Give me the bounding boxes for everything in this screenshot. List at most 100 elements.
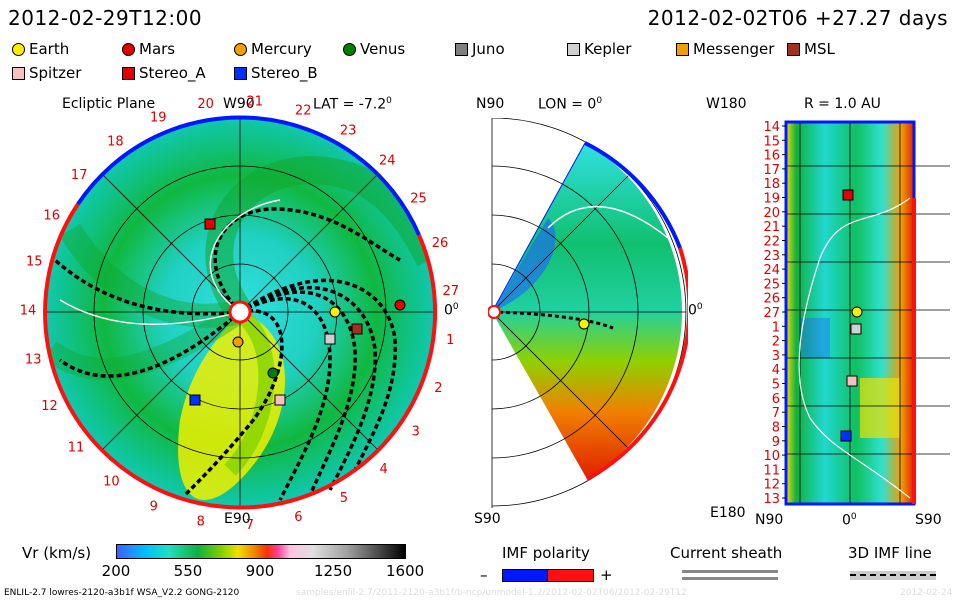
radial-row-label: 17 xyxy=(763,163,780,178)
ecliptic-tick-label: 1 xyxy=(446,333,454,348)
stereo-a-marker xyxy=(204,218,216,230)
ecliptic-right-degree: 0 xyxy=(452,302,459,312)
radial-row-label: 25 xyxy=(763,277,780,292)
radial-row-label: 7 xyxy=(772,406,780,421)
radial-row-label: 26 xyxy=(763,292,780,307)
sun-marker xyxy=(228,300,252,324)
legend-label: MSL xyxy=(804,40,835,58)
radial-blue-patch xyxy=(800,318,830,358)
ecliptic-tick-label: 2 xyxy=(434,381,442,396)
radial-row-label: 16 xyxy=(763,149,780,164)
square-marker-icon xyxy=(676,42,689,56)
ecliptic-tick-label: 9 xyxy=(150,500,158,515)
imf-line-title: 3D IMF line xyxy=(848,544,932,562)
radial-stereo-a xyxy=(842,189,854,201)
ecliptic-tick-label: 10 xyxy=(103,475,120,490)
imf-minus: – xyxy=(480,566,488,584)
reference-time: 2012-02-02T06 +27.27 days xyxy=(648,6,948,30)
legend-item-mercury: Mercury xyxy=(234,40,312,58)
ecliptic-tick-label: 15 xyxy=(26,255,43,270)
circle-marker-icon xyxy=(343,42,356,56)
current-sheath-line-2 xyxy=(682,577,778,580)
venus-marker xyxy=(267,367,279,379)
circle-marker-icon xyxy=(12,42,25,56)
colorbar-tick-label: 1250 xyxy=(314,562,353,580)
ecliptic-tick-label: 13 xyxy=(25,353,42,368)
radial-earth xyxy=(851,306,863,318)
ecliptic-right-text: 0 xyxy=(444,302,453,319)
legend-item-mars: Mars xyxy=(122,40,175,58)
square-marker-icon xyxy=(122,66,135,80)
meridional-lon-label: LON = 00 xyxy=(538,96,602,113)
lat-degree: 0 xyxy=(386,96,392,106)
meridional-blue-patch xyxy=(492,218,556,312)
meridional-rim-red xyxy=(586,247,688,481)
radial-spitzer xyxy=(846,375,858,387)
square-marker-icon xyxy=(567,42,580,56)
meridional-edge-top xyxy=(491,142,586,313)
radial-sheath xyxy=(798,197,911,499)
legend-item-messenger: Messenger xyxy=(676,40,774,58)
legend-item-venus: Venus xyxy=(343,40,405,58)
ecliptic-top-label: W90 xyxy=(223,96,255,112)
radial-row-label: 8 xyxy=(772,421,780,436)
current-sheath-line-1 xyxy=(682,570,778,573)
legend-item-spitzer: Spitzer xyxy=(12,64,81,82)
radial-row-label: 2 xyxy=(772,335,780,350)
legend-item-stereo-a: Stereo_A xyxy=(122,64,206,82)
ecliptic-title: Ecliptic Plane xyxy=(62,96,156,112)
ecliptic-tick-label: 5 xyxy=(340,491,348,506)
legend-label: Mercury xyxy=(251,40,312,58)
ecliptic-rim-red xyxy=(43,202,438,510)
square-marker-icon xyxy=(12,66,25,80)
legend-label: Mars xyxy=(139,40,176,58)
legend-label: Stereo_A xyxy=(139,64,206,82)
radial-bottom-zero-text: 0 xyxy=(842,512,851,529)
spiral-green-1 xyxy=(205,156,435,321)
radial-row-label: 23 xyxy=(763,249,780,264)
radial-row-label: 12 xyxy=(763,478,780,493)
legend-label: Earth xyxy=(29,40,70,58)
legend-item-earth: Earth xyxy=(12,40,69,58)
footer-date: 2012-02-24 xyxy=(900,588,953,598)
meridional-top-label: N90 xyxy=(476,96,505,112)
meridional-bottom-label: S90 xyxy=(474,511,501,527)
mercury-marker xyxy=(232,336,244,348)
legend-label: Kepler xyxy=(584,40,632,58)
ecliptic-tick-label: 22 xyxy=(295,104,312,119)
colorbar-tick-label: 900 xyxy=(245,562,275,580)
radial-row-label: 5 xyxy=(772,378,780,393)
field-lines xyxy=(53,199,401,501)
meridional-field-line xyxy=(491,310,614,330)
radial-bottom-n90: N90 xyxy=(755,512,784,528)
radial-bottom-zero: 00 xyxy=(842,512,857,529)
radial-row-label: 22 xyxy=(763,235,780,250)
ecliptic-tick-label: 20 xyxy=(197,97,214,112)
ecliptic-lat-label: LAT = -7.20 xyxy=(313,96,392,113)
colorbar-tick-label: 1600 xyxy=(386,562,425,580)
radial-row-label: 14 xyxy=(763,120,780,135)
footer-run: samples/enlil-2.7/2011-2120-a3b1f/b-ncp/… xyxy=(296,588,687,598)
colorbar-tick-label: 200 xyxy=(101,562,131,580)
ecliptic-tick-label: 14 xyxy=(20,304,37,319)
radial-row-label: 18 xyxy=(763,177,780,192)
lon-degree: 0 xyxy=(596,96,603,106)
ecliptic-tick-label: 6 xyxy=(294,510,302,525)
legend-item-msl: MSL xyxy=(787,40,835,58)
ecliptic-tick-label: 23 xyxy=(340,124,357,139)
circle-marker-icon xyxy=(234,42,247,56)
offset-days: +27.27 days xyxy=(814,6,948,30)
radial-row-label: 9 xyxy=(772,435,780,450)
earth-marker xyxy=(329,306,341,318)
msl-marker xyxy=(351,323,363,335)
ecliptic-tick-label: 27 xyxy=(443,284,460,299)
radial-row-label: 21 xyxy=(763,220,780,235)
imf-negative-swatch xyxy=(502,569,549,582)
ecliptic-tick-label: 26 xyxy=(432,236,449,251)
legend-item-juno: Juno xyxy=(455,40,505,58)
ecliptic-rim-blue xyxy=(76,115,421,236)
ecliptic-tick-label: 11 xyxy=(68,440,85,455)
imf-line-dash xyxy=(850,574,936,576)
ecliptic-tick-label: 21 xyxy=(247,95,264,110)
